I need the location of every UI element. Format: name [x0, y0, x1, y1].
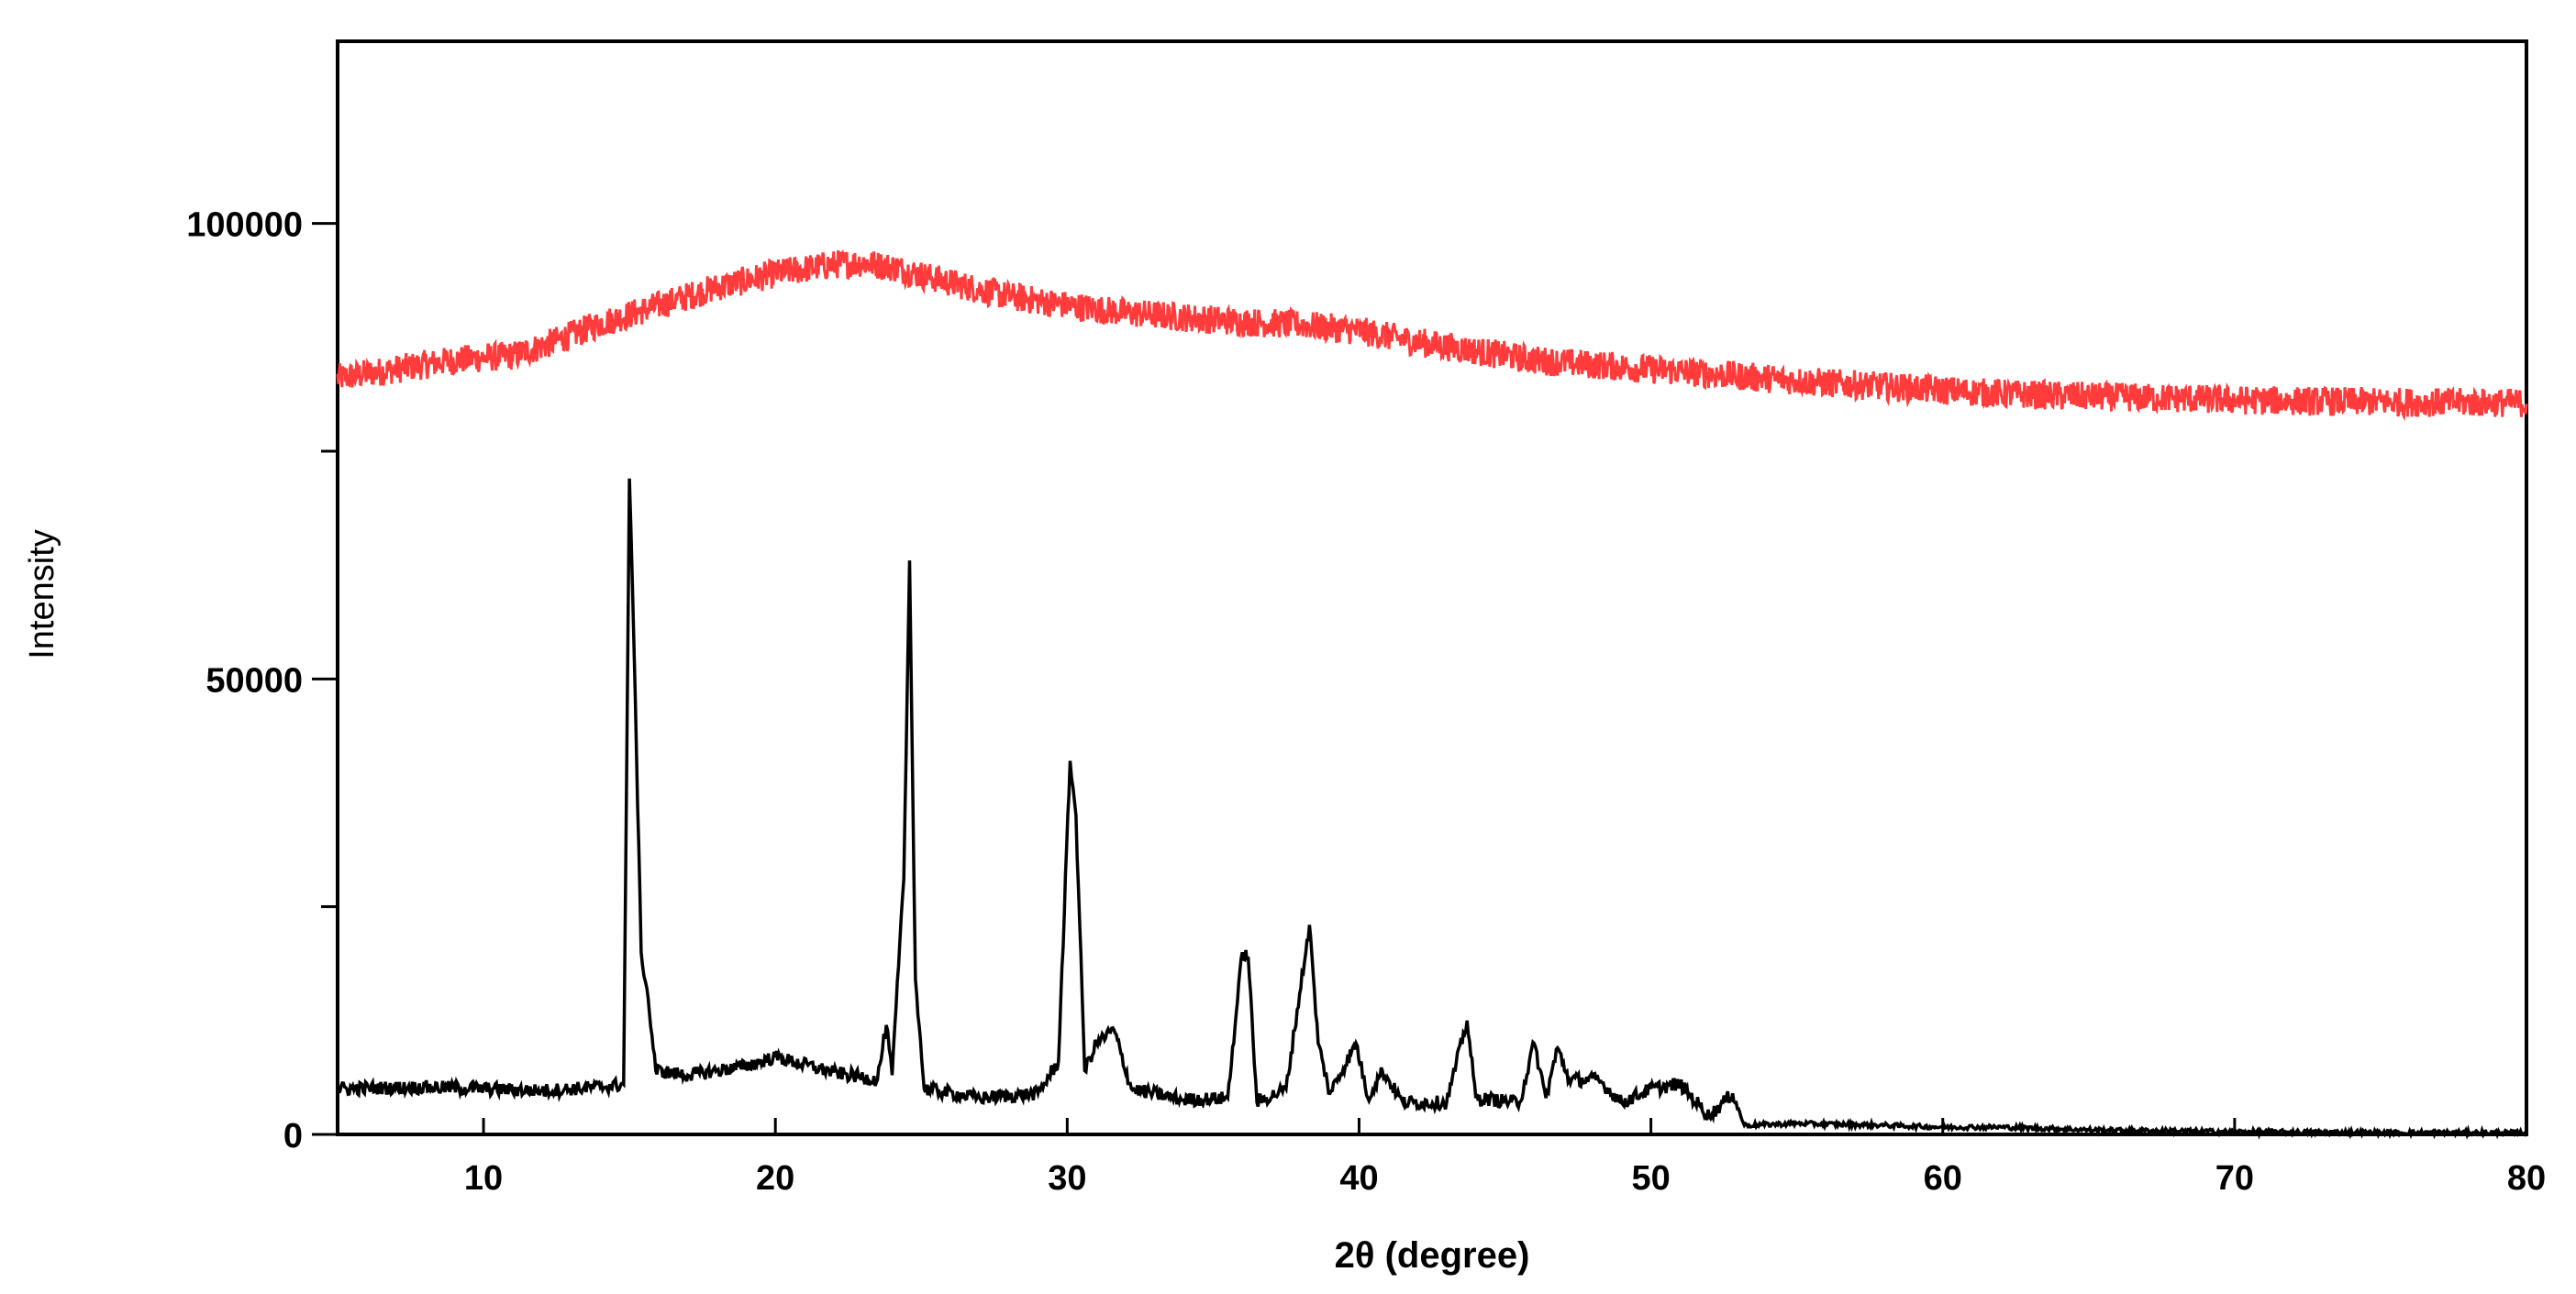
x-tick-label: 70	[2215, 1159, 2254, 1198]
x-tick-label: 10	[464, 1159, 503, 1198]
series-line-crystalline	[336, 478, 2528, 1140]
x-tick-label: 60	[1924, 1159, 1962, 1198]
x-tick-label: 40	[1339, 1159, 1378, 1198]
x-tick-label: 50	[1631, 1159, 1670, 1198]
y-tick-label: 50000	[205, 661, 303, 700]
y-tick-label: 100000	[186, 206, 303, 245]
x-tick-label: 80	[2507, 1159, 2546, 1198]
y-tick-label: 0	[283, 1117, 303, 1156]
x-axis-title: 2θ (degree)	[1335, 1235, 1530, 1276]
x-axis-ticks: 10 20 30 40 50 60 70 80	[464, 1118, 2546, 1198]
y-axis-title: Intensity	[23, 529, 61, 659]
series-line-amorphous	[336, 249, 2528, 422]
series-amorphous	[336, 249, 2528, 422]
x-tick-label: 20	[756, 1159, 794, 1198]
y-axis-ticks: 0 50000 100000	[186, 206, 338, 1156]
series-crystalline	[336, 478, 2528, 1140]
x-tick-label: 30	[1048, 1159, 1086, 1198]
plot-frame	[336, 39, 2528, 1136]
